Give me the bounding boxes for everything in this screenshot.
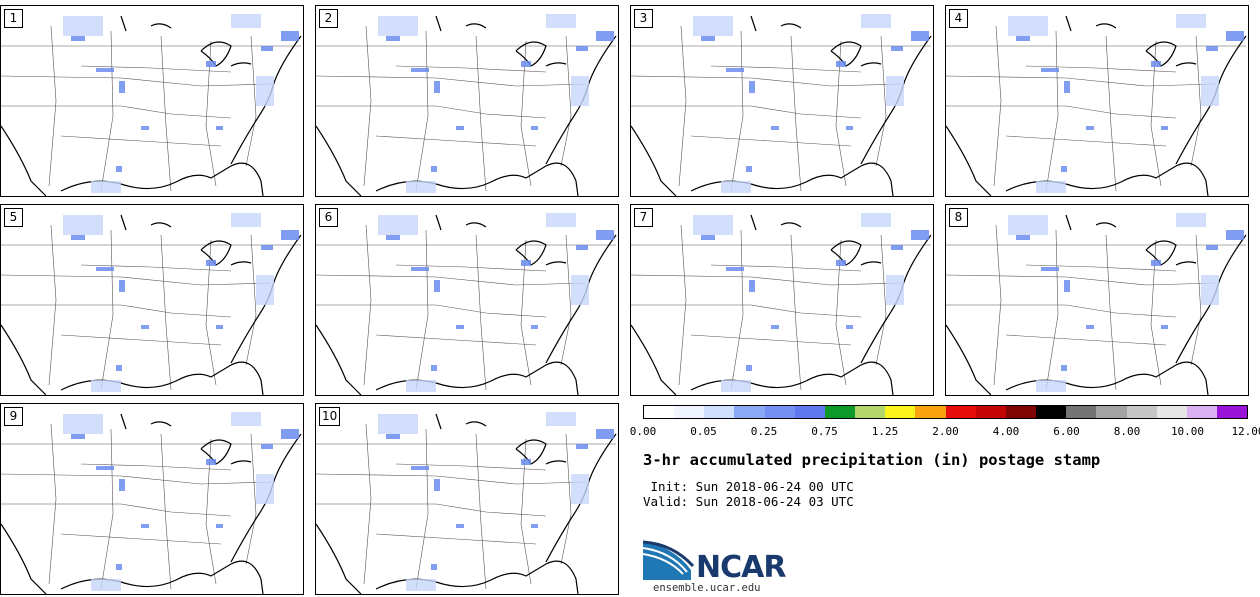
member-panel[interactable]: 3 [630,5,934,197]
colorbar-segment [704,406,735,418]
ncar-logo-icon [643,540,695,580]
precip-map [1,14,302,196]
colorbar-segment [1005,406,1037,418]
colorbar-segment [975,406,1006,418]
panel-label: 3 [634,9,653,28]
colorbar-segment [855,406,886,418]
colorbar-segment [1186,406,1217,418]
member-panel[interactable]: 10 [315,403,619,595]
colorbar-segment [1126,406,1157,418]
colorbar-tick-label: 6.00 [1053,425,1080,438]
init-time: Init: Sun 2018-06-24 00 UTC [643,479,854,494]
member-panel[interactable]: 2 [315,5,619,197]
ncar-logo-text: NCAR [696,550,786,585]
colorbar-segment [764,406,795,418]
member-panel[interactable]: 8 [945,204,1249,396]
panel-label: 9 [4,407,23,426]
colorbar-segment [915,406,946,418]
member-panel[interactable]: 5 [0,204,304,396]
colorbar-segment [1066,406,1097,418]
member-panel[interactable]: 1 [0,5,304,197]
colorbar-segment [885,406,916,418]
member-panel[interactable]: 4 [945,5,1249,197]
panel-label: 10 [319,407,341,426]
colorbar-segment [1216,406,1248,418]
precip-map [1,213,302,395]
colorbar-tick-label: 2.00 [932,425,959,438]
member-panel[interactable]: 6 [315,204,619,396]
colorbar-tick-label: 12.00 [1231,425,1260,438]
colorbar-segment [644,406,675,418]
member-panel[interactable]: 7 [630,204,934,396]
panel-label: 1 [4,9,23,28]
colorbar-segment [1036,406,1067,418]
colorbar-tick-label: 10.00 [1170,425,1205,438]
chart-title: 3-hr accumulated precipitation (in) post… [643,451,1101,469]
precip-map [316,14,617,196]
colorbar-segment [1156,406,1187,418]
colorbar-tick-label: 0.25 [750,425,778,438]
colorbar-tick-label: 0.75 [811,425,838,438]
precip-map [631,14,932,196]
precip-map [631,213,932,395]
precip-map [1,412,302,594]
precip-map [946,213,1247,395]
colorbar-tick-label: 0.05 [690,425,717,438]
member-panel[interactable]: 9 [0,403,304,595]
precip-map [316,213,617,395]
panel-label: 2 [319,9,338,28]
colorbar-segment [1096,406,1127,418]
precip-map [316,412,617,594]
colorbar-segment [945,406,976,418]
colorbar-tick-label: 0.00 [629,425,657,438]
panel-label: 4 [949,9,968,28]
panel-label: 5 [4,208,23,227]
panel-label: 6 [319,208,338,227]
colorbar-segment [824,406,856,418]
panel-label: 7 [634,208,653,227]
colorbar-segment [794,406,825,418]
colorbar-tick-label: 8.00 [1113,425,1141,438]
colorbar-tick-label: 1.25 [871,425,899,438]
colorbar-segment [734,406,765,418]
colorbar-segment [674,406,705,418]
colorbar-tick-label: 4.00 [992,425,1020,438]
precip-colorbar [643,405,1248,419]
site-url[interactable]: ensemble.ucar.edu [653,582,761,594]
panel-label: 8 [949,208,968,227]
precip-map [946,14,1247,196]
valid-time: Valid: Sun 2018-06-24 03 UTC [643,494,854,509]
